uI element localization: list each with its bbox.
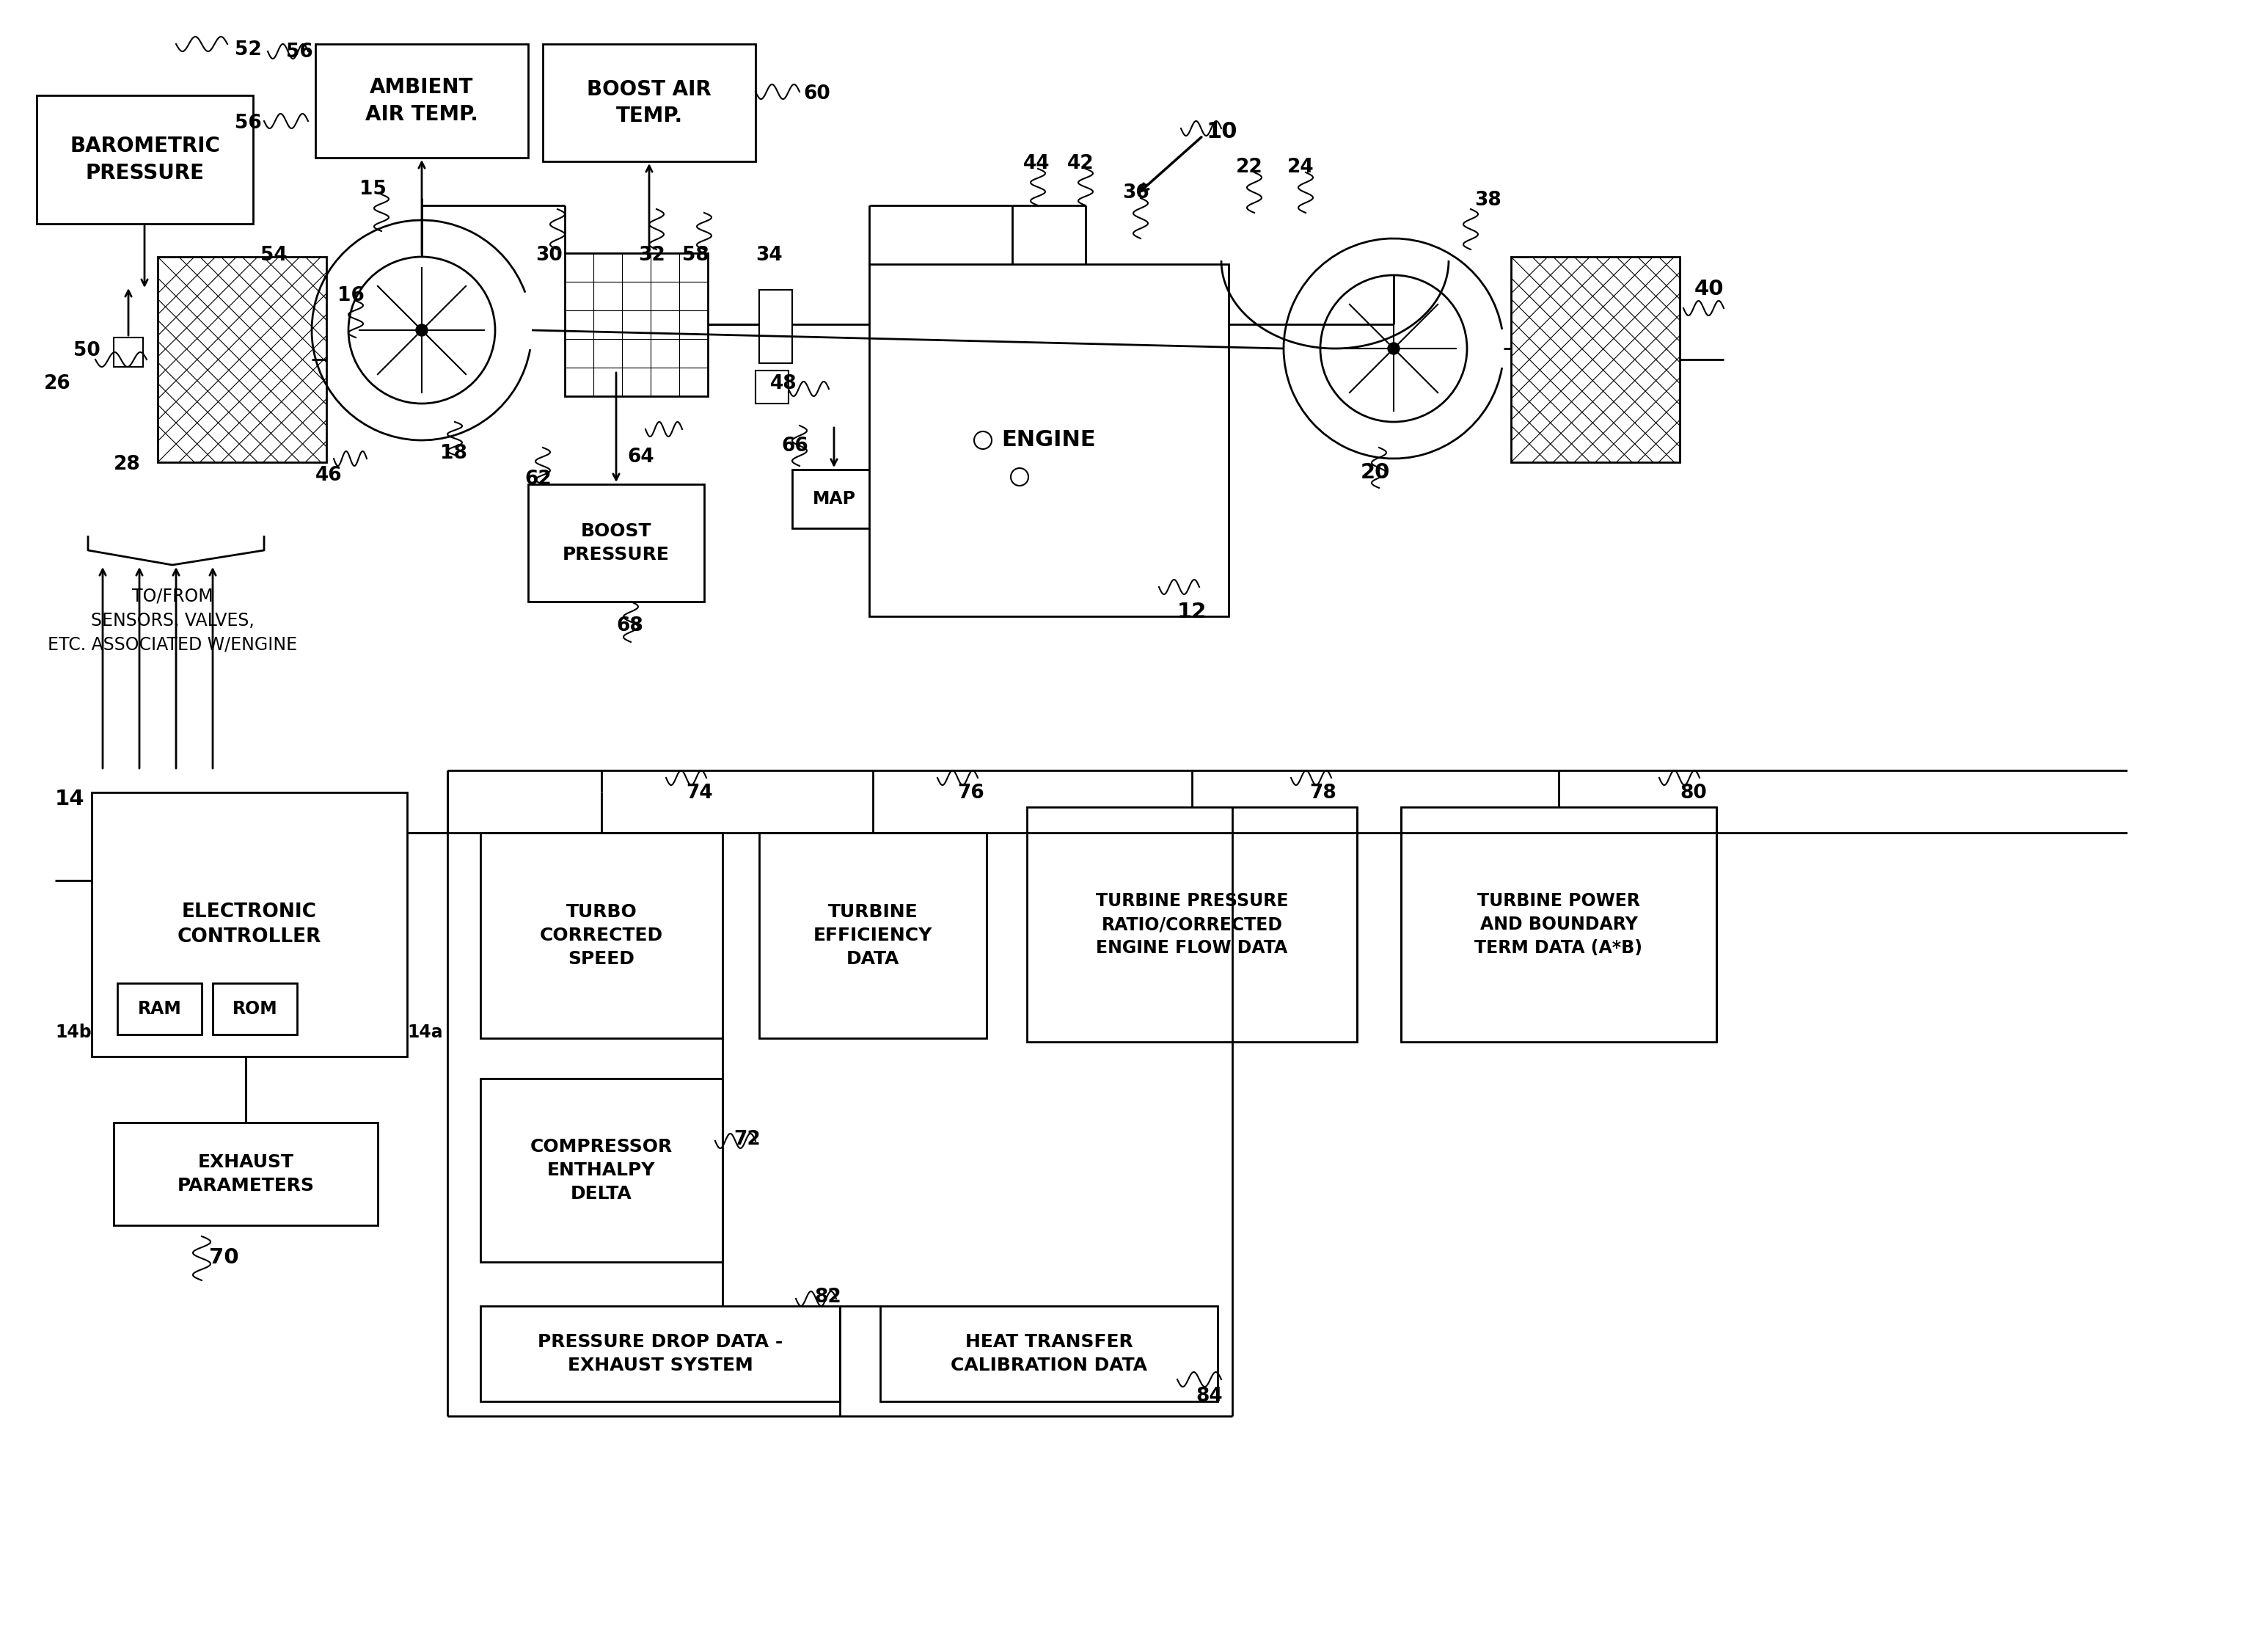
Text: ROM: ROM (231, 1000, 277, 1018)
Bar (113, 1122, 379, 1226)
Bar (481, 1079, 723, 1262)
Text: 52: 52 (234, 41, 261, 59)
Text: 76: 76 (957, 783, 984, 803)
Bar (36, 95, 254, 224)
Bar (315, 44, 528, 158)
Text: 38: 38 (1474, 191, 1501, 211)
Text: 14b: 14b (54, 1023, 91, 1041)
Text: 14: 14 (54, 788, 84, 809)
Text: 46: 46 (315, 466, 342, 485)
Text: MAP: MAP (812, 490, 855, 508)
Bar (760, 290, 792, 364)
Text: COMPRESSOR
ENTHALPY
DELTA: COMPRESSOR ENTHALPY DELTA (531, 1138, 674, 1202)
Text: 34: 34 (755, 245, 782, 265)
Text: 28: 28 (113, 456, 141, 474)
Text: 78: 78 (1309, 783, 1336, 803)
Text: 74: 74 (685, 783, 712, 803)
Text: 48: 48 (771, 373, 796, 393)
Text: 26: 26 (43, 373, 70, 393)
Bar (869, 265, 1229, 617)
Text: EXHAUST
PARAMETERS: EXHAUST PARAMETERS (177, 1153, 315, 1194)
Bar (1027, 808, 1356, 1041)
Text: HEAT TRANSFER
CALIBRATION DATA: HEAT TRANSFER CALIBRATION DATA (950, 1334, 1148, 1374)
Bar (542, 44, 755, 161)
Text: 58: 58 (683, 245, 710, 265)
Text: 32: 32 (637, 245, 665, 265)
Bar (880, 1306, 1218, 1402)
Bar (755, 370, 789, 403)
Text: 20: 20 (1361, 462, 1390, 482)
Text: RAM: RAM (138, 1000, 181, 1018)
Text: 54: 54 (261, 245, 288, 265)
Text: 62: 62 (524, 469, 551, 489)
Bar (565, 253, 708, 396)
Bar (792, 469, 875, 528)
Text: 64: 64 (628, 447, 653, 467)
Bar (91, 793, 406, 1056)
Circle shape (1388, 342, 1399, 354)
Bar (118, 984, 202, 1035)
Text: 14a: 14a (406, 1023, 442, 1041)
Text: BAROMETRIC
PRESSURE: BAROMETRIC PRESSURE (70, 137, 220, 183)
Text: BOOST AIR
TEMP.: BOOST AIR TEMP. (587, 79, 712, 127)
Bar (760, 832, 987, 1038)
Text: 72: 72 (733, 1130, 760, 1148)
Text: 70: 70 (209, 1247, 238, 1268)
Text: 80: 80 (1681, 783, 1708, 803)
Text: 12: 12 (1177, 602, 1207, 622)
Bar (1402, 808, 1717, 1041)
Text: 16: 16 (338, 286, 365, 306)
Text: 50: 50 (73, 341, 100, 360)
Text: TURBINE POWER
AND BOUNDARY
TERM DATA (A*B): TURBINE POWER AND BOUNDARY TERM DATA (A*… (1474, 893, 1642, 956)
Bar (1510, 257, 1681, 462)
Text: 56: 56 (286, 43, 313, 61)
Bar (481, 1306, 839, 1402)
Text: 40: 40 (1694, 278, 1724, 299)
Text: 10: 10 (1207, 122, 1238, 143)
Circle shape (415, 324, 429, 336)
Text: AMBIENT
AIR TEMP.: AMBIENT AIR TEMP. (365, 77, 479, 125)
Text: 30: 30 (535, 245, 562, 265)
Text: 42: 42 (1068, 155, 1093, 173)
Text: 84: 84 (1195, 1387, 1222, 1406)
Text: 60: 60 (803, 84, 830, 104)
Text: 15: 15 (358, 179, 386, 199)
Text: TURBINE
EFFICIENCY
DATA: TURBINE EFFICIENCY DATA (814, 903, 932, 967)
Text: ENGINE: ENGINE (1002, 429, 1095, 451)
Text: TURBO
CORRECTED
SPEED: TURBO CORRECTED SPEED (540, 903, 662, 967)
Text: TURBINE PRESSURE
RATIO/CORRECTED
ENGINE FLOW DATA: TURBINE PRESSURE RATIO/CORRECTED ENGINE … (1095, 893, 1288, 956)
Text: 44: 44 (1023, 155, 1050, 173)
Text: 56: 56 (234, 114, 261, 133)
Text: 18: 18 (440, 444, 467, 462)
Bar (113, 337, 143, 367)
Bar (213, 984, 297, 1035)
Text: 68: 68 (617, 617, 644, 635)
Bar (481, 832, 723, 1038)
Text: BOOST
PRESSURE: BOOST PRESSURE (562, 523, 669, 563)
Text: 22: 22 (1236, 158, 1263, 176)
Bar (159, 257, 327, 462)
Text: 82: 82 (814, 1288, 841, 1306)
Text: TO/FROM
SENSORS, VALVES,
ETC. ASSOCIATED W/ENGINE: TO/FROM SENSORS, VALVES, ETC. ASSOCIATED… (48, 587, 297, 653)
Text: 24: 24 (1288, 158, 1313, 176)
Text: PRESSURE DROP DATA -
EXHAUST SYSTEM: PRESSURE DROP DATA - EXHAUST SYSTEM (538, 1334, 782, 1374)
Text: ELECTRONIC
CONTROLLER: ELECTRONIC CONTROLLER (177, 903, 322, 946)
Bar (528, 484, 703, 602)
Text: 36: 36 (1123, 184, 1150, 202)
Text: 66: 66 (780, 436, 807, 456)
